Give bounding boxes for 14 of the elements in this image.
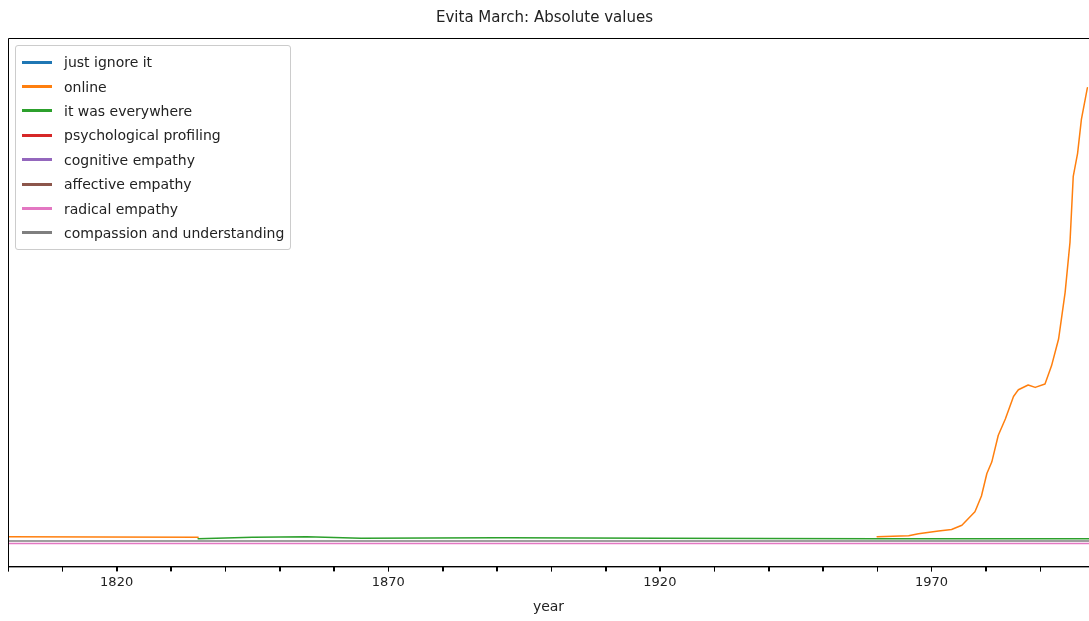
- x-tick-label: 1820: [100, 573, 134, 589]
- x-tick-label: 1920: [643, 573, 677, 589]
- legend-label: online: [64, 78, 107, 95]
- x-tick-label: 1970: [914, 573, 949, 589]
- x-tick-label: 1870: [371, 573, 405, 589]
- legend-label: radical empathy: [64, 200, 179, 217]
- chart-title: Evita March: Absolute values: [435, 8, 654, 26]
- legend-label: psychological profiling: [64, 127, 221, 144]
- legend-label: cognitive empathy: [64, 151, 196, 168]
- legend-label: just ignore it: [64, 54, 153, 71]
- legend-label: it was everywhere: [64, 102, 193, 119]
- x-axis-title: year: [531, 598, 566, 614]
- legend-label: affective empathy: [64, 176, 192, 193]
- legend-label: compassion and understanding: [64, 224, 285, 241]
